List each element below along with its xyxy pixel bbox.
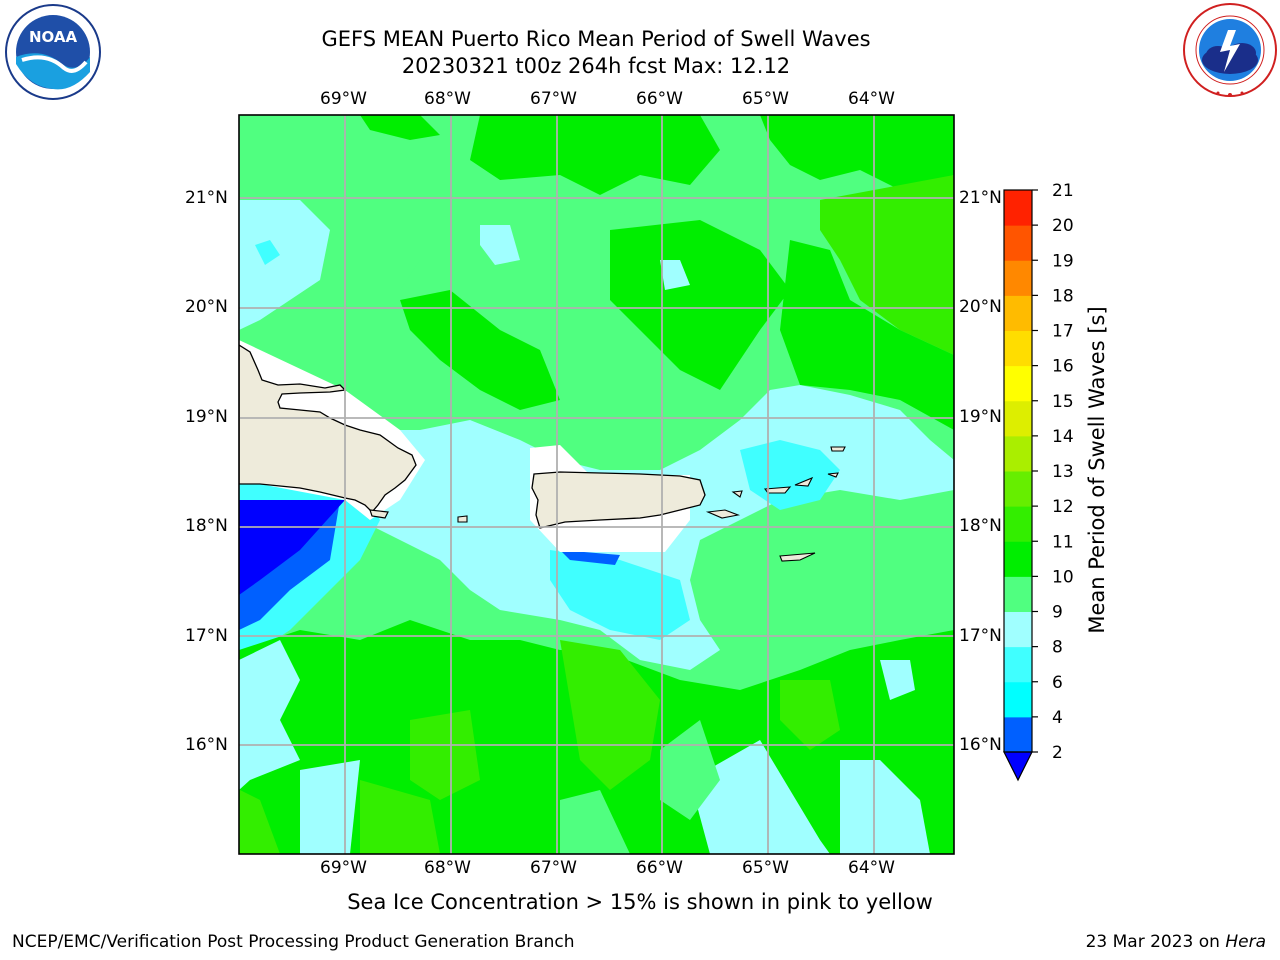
lat-label-left: 20°N xyxy=(185,297,228,317)
swell-period-field xyxy=(239,115,954,854)
lat-label-left: 18°N xyxy=(185,516,228,536)
lon-label-top: 69°W xyxy=(320,89,367,109)
map-gridlines xyxy=(239,115,954,854)
lat-label-left: 17°N xyxy=(185,626,228,646)
lon-label-bottom: 65°W xyxy=(742,858,789,878)
lon-label-top: 65°W xyxy=(742,89,789,109)
footer-date: 23 Mar 2023 on Hera xyxy=(1086,932,1266,952)
lon-label-bottom: 69°W xyxy=(320,858,367,878)
footer-machine: Hera xyxy=(1225,932,1266,952)
lat-label-right: 21°N xyxy=(959,188,1002,208)
lat-label-right: 16°N xyxy=(959,735,1002,755)
lat-label-right: 17°N xyxy=(959,626,1002,646)
lon-label-bottom: 64°W xyxy=(848,858,895,878)
lat-label-left: 21°N xyxy=(185,188,228,208)
lat-label-right: 20°N xyxy=(959,297,1002,317)
lon-label-top: 66°W xyxy=(636,89,683,109)
footer-date-text: 23 Mar 2023 on xyxy=(1085,932,1226,952)
sea-ice-note: Sea Ice Concentration > 15% is shown in … xyxy=(347,890,933,914)
lon-label-top: 67°W xyxy=(530,89,577,109)
lon-label-bottom: 67°W xyxy=(530,858,577,878)
lat-label-right: 19°N xyxy=(959,407,1002,427)
lat-label-left: 19°N xyxy=(185,407,228,427)
nws-logo xyxy=(1180,0,1280,104)
map-frame xyxy=(238,114,955,855)
noaa-logo-text: NOAA xyxy=(29,28,78,46)
noaa-logo: NOAA xyxy=(2,2,104,106)
lat-label-left: 16°N xyxy=(185,735,228,755)
map-subtitle: 20230321 t00z 264h fcst Max: 12.12 xyxy=(401,54,791,78)
lon-label-bottom: 68°W xyxy=(424,858,471,878)
lon-label-top: 68°W xyxy=(424,89,471,109)
colorbar-label: Mean Period of Swell Waves [s] xyxy=(1085,306,1109,634)
lon-label-top: 64°W xyxy=(848,89,895,109)
footer-credit: NCEP/EMC/Verification Post Processing Pr… xyxy=(12,932,575,952)
map-title: GEFS MEAN Puerto Rico Mean Period of Swe… xyxy=(321,27,871,51)
lon-label-bottom: 66°W xyxy=(636,858,683,878)
lat-label-right: 18°N xyxy=(959,516,1002,536)
